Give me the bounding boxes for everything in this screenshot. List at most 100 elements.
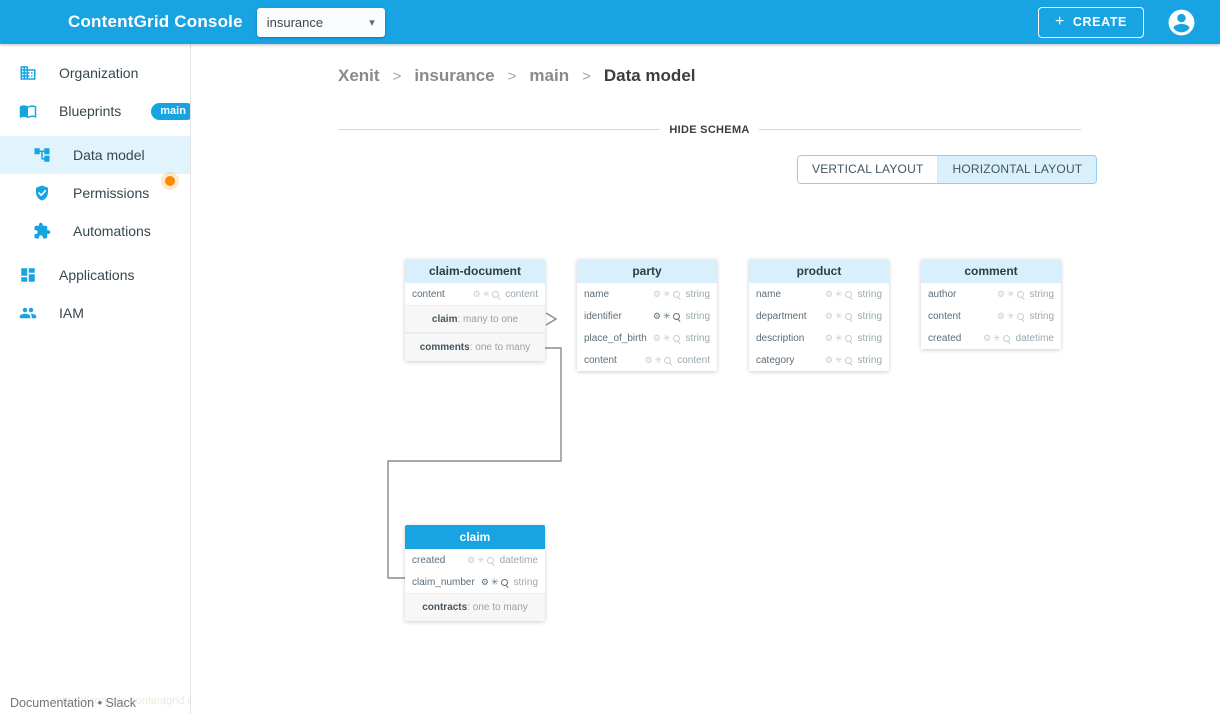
attribute-name: description xyxy=(756,332,805,344)
entity-title[interactable]: claim xyxy=(405,525,545,549)
entity-title[interactable]: party xyxy=(577,259,717,283)
create-button[interactable]: + CREATE xyxy=(1037,6,1144,38)
entity-comment[interactable]: comment author ⚙ ✳ string content ⚙ ✳ string crea… xyxy=(921,259,1061,349)
gear-icon: ⚙ xyxy=(644,354,653,365)
topbar-actions: + CREATE xyxy=(1037,6,1220,38)
schema-divider: HIDE SCHEMA xyxy=(338,123,1081,136)
attribute-flags: ⚙ ✳ xyxy=(825,355,853,365)
attribute-flags: ⚙ ✳ xyxy=(481,576,509,587)
puzzle-icon xyxy=(33,222,51,240)
entity-title[interactable]: comment xyxy=(921,259,1061,283)
attribute-type: string xyxy=(513,576,538,588)
sidebar-item-permissions[interactable]: Permissions xyxy=(0,174,190,212)
sidebar-item-organization[interactable]: Organization xyxy=(0,54,190,92)
attribute-flags: ⚙ ✳ xyxy=(644,354,673,365)
magnifier-icon xyxy=(1002,334,1011,343)
attribute-flags: ⚙ ✳ xyxy=(824,310,853,321)
sidebar-item-label: Applications xyxy=(59,267,135,283)
horizontal-layout-button[interactable]: HORIZONTAL LAYOUT xyxy=(937,156,1097,183)
slack-link[interactable]: Slack xyxy=(105,696,137,710)
sidebar-item-data-model[interactable]: Data model xyxy=(0,136,190,174)
gear-icon: ⚙ xyxy=(467,554,476,565)
asterisk-icon: ✳ xyxy=(1007,288,1015,299)
attribute-row-claim-number[interactable]: claim_number ⚙ ✳ string xyxy=(405,571,545,593)
entity-title[interactable]: claim-document xyxy=(405,259,545,283)
sidebar-item-blueprints[interactable]: Blueprints main xyxy=(0,92,190,130)
entity-claim[interactable]: claim created ⚙ ✳ datetime claim_number ⚙ ✳ stri… xyxy=(405,525,545,621)
attribute-row-name[interactable]: name ⚙ ✳ string xyxy=(577,283,717,305)
entity-title[interactable]: product xyxy=(749,259,889,283)
attribute-type: string xyxy=(1029,310,1054,322)
divider-line-right xyxy=(758,129,1081,130)
asterisk-icon: ✳ xyxy=(663,332,671,343)
project-selector[interactable]: insurance ▾ xyxy=(256,7,385,37)
relation-row-comments[interactable]: comments: one to many xyxy=(405,333,545,361)
magnifier-icon xyxy=(844,356,853,365)
attribute-flags: ⚙ ✳ xyxy=(825,333,853,343)
attribute-row-category[interactable]: category ⚙ ✳ string xyxy=(749,349,889,371)
gear-icon: ⚙ xyxy=(996,288,1005,299)
gear-icon: ⚙ xyxy=(824,310,833,321)
asterisk-icon: ✳ xyxy=(835,288,843,299)
attribute-row-department[interactable]: department ⚙ ✳ string xyxy=(749,305,889,327)
attribute-row-name[interactable]: name ⚙ ✳ string xyxy=(749,283,889,305)
magnifier-icon xyxy=(1016,290,1025,299)
branch-badge: main xyxy=(151,102,190,120)
magnifier-icon xyxy=(500,578,509,587)
breadcrumb-item-main[interactable]: main xyxy=(529,66,570,85)
attribute-row-content[interactable]: content ⚙ ✳ content xyxy=(577,349,717,371)
attribute-name: identifier xyxy=(584,310,622,322)
breadcrumb-item-insurance[interactable]: insurance xyxy=(414,66,495,85)
sidebar-item-applications[interactable]: Applications xyxy=(0,256,190,294)
notification-dot xyxy=(165,176,175,186)
breadcrumb-item-xenit[interactable]: Xenit xyxy=(338,66,380,85)
magnifier-icon xyxy=(844,290,853,299)
attribute-row-content[interactable]: content ⚙ ✳ string xyxy=(921,305,1061,327)
attribute-row-author[interactable]: author ⚙ ✳ string xyxy=(921,283,1061,305)
footer-separator: • xyxy=(97,696,102,710)
sidebar-item-automations[interactable]: Automations xyxy=(0,212,190,250)
attribute-row-created[interactable]: created ⚙ ✳ datetime xyxy=(921,327,1061,349)
relation-cardinality: : one to many xyxy=(469,342,531,353)
layout-toggle: VERTICAL LAYOUT HORIZONTAL LAYOUT xyxy=(797,155,1098,184)
entity-product[interactable]: product name ⚙ ✳ string department ⚙ ✳ string des… xyxy=(749,259,889,371)
gear-icon: ⚙ xyxy=(983,332,992,343)
attribute-row-created[interactable]: created ⚙ ✳ datetime xyxy=(405,549,545,571)
book-icon xyxy=(19,102,37,120)
attribute-type: datetime xyxy=(499,554,538,566)
entity-claim-document[interactable]: claim-document content ⚙ ✳ content claim: man… xyxy=(405,259,545,361)
documentation-link[interactable]: Documentation xyxy=(10,696,95,710)
attribute-type: content xyxy=(505,288,538,300)
vertical-layout-button[interactable]: VERTICAL LAYOUT xyxy=(798,156,938,183)
attribute-name: claim_number xyxy=(412,576,475,588)
relation-row-contracts[interactable]: contracts: one to many xyxy=(405,593,545,621)
relation-row-claim[interactable]: claim: many to one xyxy=(405,305,545,333)
attribute-name: category xyxy=(756,354,795,366)
breadcrumb-item-data-model: Data model xyxy=(603,66,696,85)
sidebar-nav: Organization Blueprints main Data model Perm… xyxy=(0,44,190,332)
attribute-type: string xyxy=(857,354,882,366)
sidebar-item-label: Data model xyxy=(73,147,145,163)
attribute-row-identifier[interactable]: identifier ⚙ ✳ string xyxy=(577,305,717,327)
tree-icon xyxy=(33,146,51,164)
breadcrumb-separator: > xyxy=(507,67,517,85)
apps-icon xyxy=(19,266,37,284)
hide-schema-toggle[interactable]: HIDE SCHEMA xyxy=(669,123,750,136)
sidebar-footer: Documentation • Slack xyxy=(10,696,136,710)
gear-icon: ⚙ xyxy=(652,332,661,343)
asterisk-icon: ✳ xyxy=(491,576,499,587)
plus-icon: + xyxy=(1054,13,1065,30)
attribute-name: name xyxy=(584,288,610,300)
avatar[interactable] xyxy=(1166,7,1197,38)
attribute-row-place-of-birth[interactable]: place_of_birth ⚙ ✳ string xyxy=(577,327,717,349)
relation-name: comments xyxy=(419,342,470,353)
attribute-row-description[interactable]: description ⚙ ✳ string xyxy=(749,327,889,349)
sidebar-item-iam[interactable]: IAM xyxy=(0,294,190,332)
gear-icon: ⚙ xyxy=(472,288,481,299)
building-icon xyxy=(19,64,37,82)
relation-cardinality: : one to many xyxy=(467,602,528,613)
entity-party[interactable]: party name ⚙ ✳ string identifier ⚙ ✳ string place… xyxy=(577,259,717,371)
sidebar-item-label: Automations xyxy=(73,223,151,239)
attribute-row-content[interactable]: content ⚙ ✳ content xyxy=(405,283,545,305)
magnifier-icon xyxy=(672,290,681,299)
